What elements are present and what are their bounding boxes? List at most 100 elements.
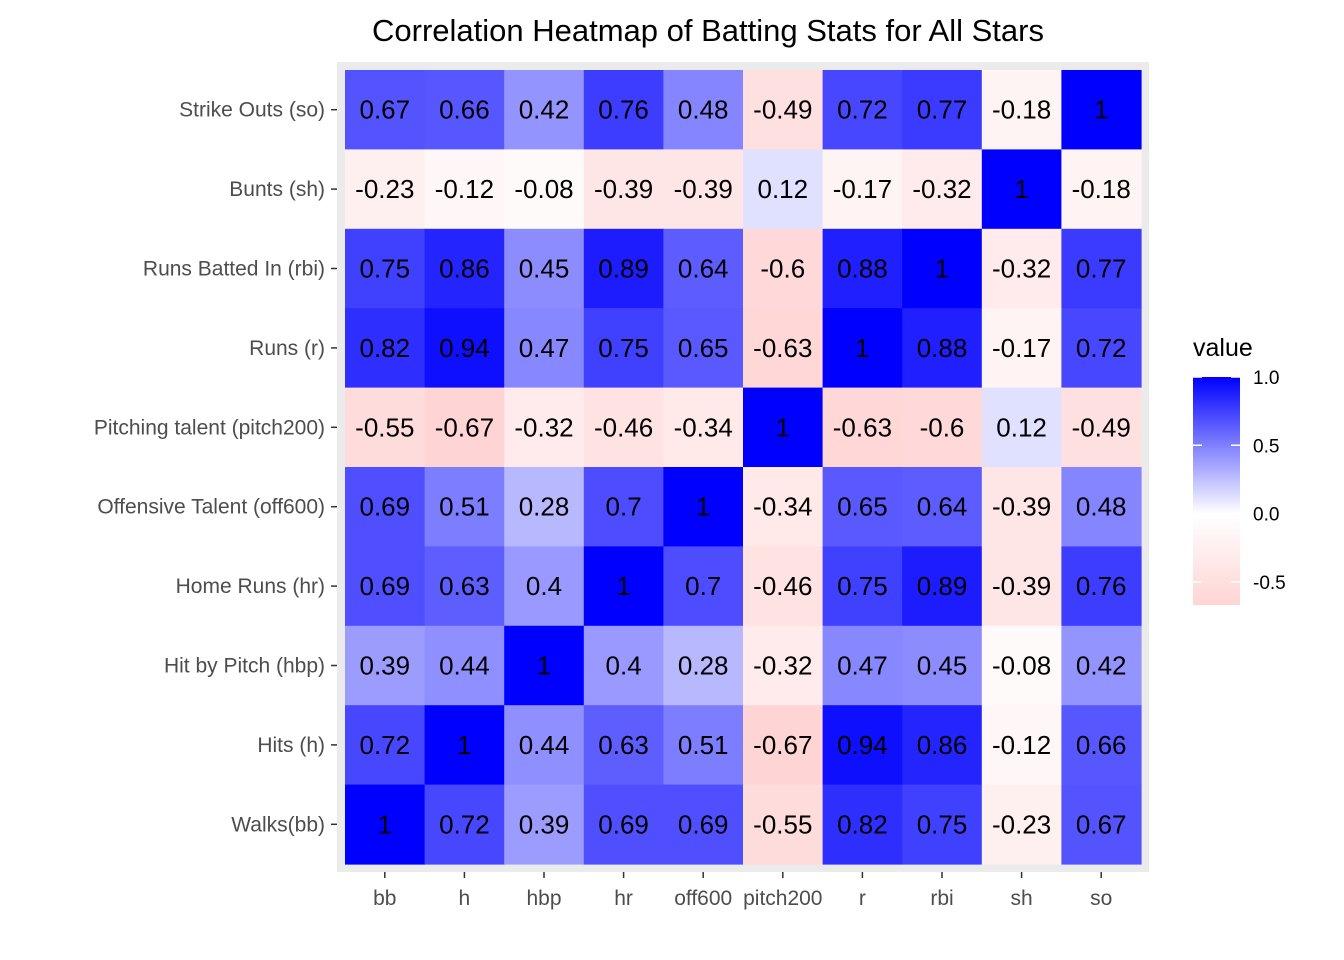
cell-value-label: -0.39 [992, 492, 1051, 522]
cell-value-label: -0.39 [992, 571, 1051, 601]
heatmap-cell [1061, 70, 1142, 150]
heatmap-cell [1061, 625, 1142, 706]
heatmap-cell [504, 546, 585, 627]
cell-value-label: -0.17 [833, 174, 892, 204]
x-tick-label: sh [1011, 887, 1033, 910]
cell-value-label: -0.49 [753, 95, 812, 125]
cell-value-label: 0.67 [1076, 809, 1127, 839]
heatmap-cell [663, 784, 744, 865]
heatmap-cell [981, 705, 1062, 786]
cell-value-label: 0.77 [1076, 254, 1127, 284]
heatmap-cell [424, 546, 505, 627]
cell-value-label: -0.46 [753, 571, 812, 601]
cell-value-label: -0.12 [435, 174, 494, 204]
color-legend: value 1.0 0.5 0.0 -0.5 [1193, 334, 1286, 605]
heatmap-cell [583, 705, 664, 786]
heatmap-cell [1061, 784, 1142, 865]
heatmap-cell [424, 625, 505, 706]
x-tick-label: rbi [930, 887, 953, 910]
cell-value-label: -0.32 [753, 651, 812, 681]
cell-value-label: 0.66 [1076, 730, 1127, 760]
cell-value-label: 0.75 [598, 333, 649, 363]
heatmap-cell [981, 387, 1062, 468]
cell-value-label: 0.94 [837, 730, 888, 760]
y-tick-label: Bunts (sh) [229, 178, 325, 201]
cell-value-label: -0.23 [355, 174, 414, 204]
heatmap-cell [424, 387, 505, 468]
cell-value-label: 0.64 [917, 492, 968, 522]
heatmap-cell [345, 705, 426, 786]
cell-value-label: 0.4 [526, 571, 562, 601]
cell-value-label: -0.63 [833, 412, 892, 442]
cell-value-label: 1 [696, 492, 710, 522]
y-tick-label: Walks(bb) [231, 813, 325, 836]
heatmap-cell [1061, 308, 1142, 389]
heatmap-cell [345, 308, 426, 389]
heatmap-cell [504, 308, 585, 389]
cell-value-label: 0.12 [996, 412, 1047, 442]
cell-value-label: 0.72 [439, 809, 490, 839]
heatmap-cell [1061, 149, 1142, 230]
cell-value-label: 0.63 [439, 571, 490, 601]
heatmap-cell [583, 625, 664, 706]
heatmap-cell [424, 467, 505, 547]
heatmap-cell [583, 228, 664, 309]
heatmap-cell [583, 784, 664, 865]
cell-value-label: 0.89 [917, 571, 968, 601]
heatmap-cell [981, 546, 1062, 627]
heatmap-cell [663, 228, 744, 309]
heatmap-cell [583, 546, 664, 627]
cell-value-label: -0.6 [760, 254, 805, 284]
cell-value-label: 0.77 [917, 95, 968, 125]
heatmap-cell [981, 228, 1062, 309]
cell-value-label: 0.82 [837, 809, 888, 839]
cell-value-label: -0.63 [753, 333, 812, 363]
cell-value-label: 0.44 [519, 730, 570, 760]
heatmap-cell [504, 228, 585, 309]
heatmap-cell [902, 387, 983, 468]
cell-value-label: -0.55 [753, 809, 812, 839]
heatmap-cell [663, 625, 744, 706]
heatmap-cell [345, 387, 426, 468]
heatmap-cell [424, 705, 505, 786]
x-tick-label: h [459, 887, 471, 910]
y-tick-label: Home Runs (hr) [176, 575, 325, 598]
cell-value-label: -0.18 [1072, 174, 1131, 204]
heatmap-cell [981, 70, 1062, 150]
heatmap-cell [743, 705, 824, 786]
cell-value-label: 1 [378, 809, 392, 839]
x-tick-label: off600 [674, 887, 732, 910]
heatmap-cell [504, 625, 585, 706]
cell-value-label: 1 [457, 730, 471, 760]
heatmap-cell [822, 387, 903, 468]
legend-tick-label: -0.5 [1253, 573, 1286, 594]
heatmap-cell [504, 784, 585, 865]
heatmap-cell [822, 308, 903, 389]
y-tick-label: Strike Outs (so) [179, 99, 325, 122]
x-tick-label: hbp [526, 887, 561, 910]
heatmap-cell [663, 149, 744, 230]
heatmap-cell [981, 149, 1062, 230]
heatmap-cell [743, 546, 824, 627]
heatmap-cell [583, 70, 664, 150]
cell-value-label: -0.32 [912, 174, 971, 204]
heatmap-cell [424, 784, 505, 865]
heatmap-cell [902, 149, 983, 230]
heatmap-cell [902, 228, 983, 309]
cell-value-label: 0.51 [678, 730, 729, 760]
cell-value-label: 0.69 [359, 571, 410, 601]
heatmap-cell [743, 625, 824, 706]
cell-value-label: 0.44 [439, 651, 490, 681]
cell-value-label: 0.28 [678, 651, 729, 681]
heatmap-cell [743, 70, 824, 150]
cell-value-label: 0.69 [359, 492, 410, 522]
cell-value-label: 0.48 [678, 95, 729, 125]
heatmap-cell [504, 387, 585, 468]
cell-value-label: -0.17 [992, 333, 1051, 363]
cell-value-label: 1 [616, 571, 630, 601]
cell-value-label: -0.34 [753, 492, 812, 522]
y-tick-label: Hit by Pitch (hbp) [164, 655, 325, 678]
cell-value-label: 0.86 [439, 254, 490, 284]
cell-value-label: -0.67 [435, 412, 494, 442]
